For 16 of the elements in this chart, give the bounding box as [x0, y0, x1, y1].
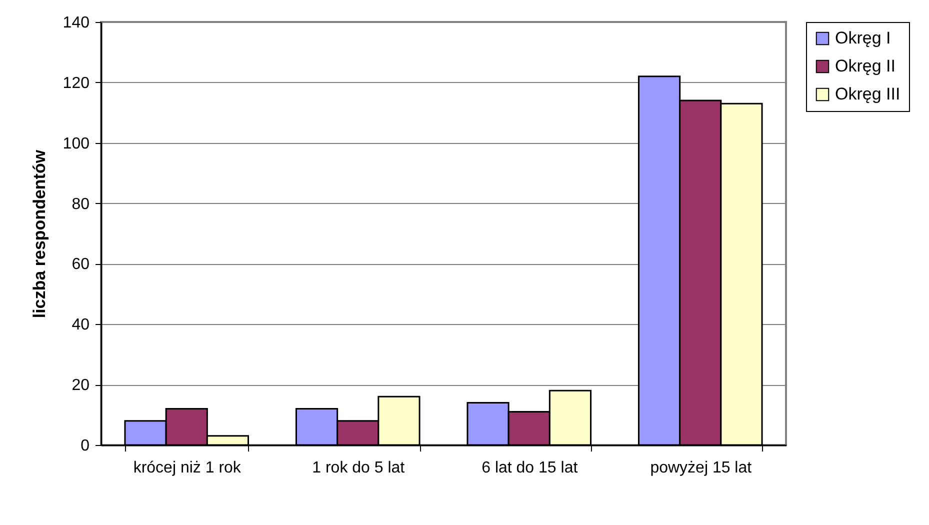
x-tick-label: 6 lat do 15 lat [482, 460, 578, 476]
y-tick-label: 40 [72, 316, 90, 334]
y-tick-label: 140 [62, 14, 90, 32]
x-tick-label: 1 rok do 5 lat [312, 460, 406, 476]
x-tick-label: powyżej 15 lat [650, 460, 752, 476]
y-tick-label: 20 [72, 377, 90, 394]
y-tick-label: 120 [62, 74, 90, 92]
legend-label: Okręg II [835, 56, 896, 76]
y-tick-label: 0 [80, 438, 90, 454]
legend-label: Okręg I [835, 28, 891, 48]
y-axis-title: liczba respondentów [30, 149, 49, 318]
x-tick-label: krócej niż 1 rok [133, 460, 242, 476]
y-tick-label: 60 [72, 256, 90, 274]
y-tick-label: 80 [72, 196, 90, 213]
y-tick-label: 100 [62, 135, 90, 152]
legend-label: Okręg III [835, 84, 900, 104]
